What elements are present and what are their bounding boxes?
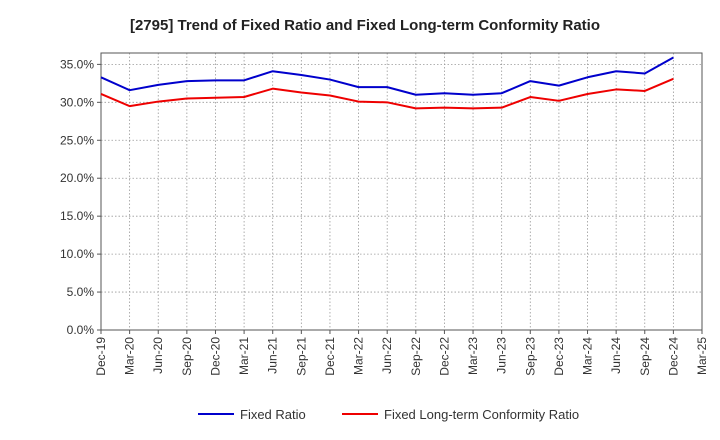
y-tick-label: 20.0% [60,171,94,185]
x-tick-label: Mar-24 [581,337,595,375]
x-tick-label: Dec-23 [552,337,566,376]
x-tick-label: Sep-23 [523,337,537,376]
y-tick-label: 25.0% [60,133,94,147]
x-tick-label: Jun-24 [609,337,623,374]
x-tick-label: Mar-20 [123,337,137,375]
chart-title: [2795] Trend of Fixed Ratio and Fixed Lo… [130,17,600,34]
x-tick-label: Sep-21 [294,337,308,376]
x-tick-label: Dec-22 [437,337,451,376]
x-tick-label: Dec-20 [208,337,222,376]
x-tick-label: Mar-22 [352,337,366,375]
x-tick-label: Jun-22 [380,337,394,374]
series-lines [100,56,674,110]
y-tick-label: 35.0% [60,57,94,71]
y-tick-label: 5.0% [67,285,95,299]
x-tick-label: Mar-23 [466,337,480,375]
x-tick-label: Dec-21 [323,337,337,376]
x-tick-label: Mar-25 [695,337,709,375]
x-tick-label: Dec-24 [666,337,680,376]
y-tick-label: 10.0% [60,247,94,261]
legend-label-2: Fixed Long-term Conformity Ratio [384,407,579,422]
series-line-1 [100,56,674,96]
series-line-2 [100,77,674,110]
x-axis: Dec-19 Mar-20 Jun-20 Sep-20 Dec-20 Mar-21 Jun-… [94,330,709,376]
y-axis: 0.0% 5.0% 10.0% 15.0% 20.0% 25.0% 30.0% 35.0% [60,57,101,337]
legend: Fixed Ratio Fixed Long-term Conformity Ra… [198,407,579,422]
y-tick-label: 0.0% [67,323,95,337]
y-tick-label: 15.0% [60,209,94,223]
y-tick-label: 30.0% [60,95,94,109]
x-tick-label: Jun-20 [151,337,165,374]
x-tick-label: Sep-20 [180,337,194,376]
legend-label-1: Fixed Ratio [240,407,306,422]
x-tick-label: Sep-22 [409,337,423,376]
x-tick-label: Dec-19 [94,337,108,376]
x-tick-label: Jun-23 [495,337,509,374]
x-tick-label: Sep-24 [638,337,652,376]
grid [101,53,702,330]
plot-area [100,52,703,331]
x-tick-label: Mar-21 [237,337,251,375]
x-tick-label: Jun-21 [266,337,280,374]
